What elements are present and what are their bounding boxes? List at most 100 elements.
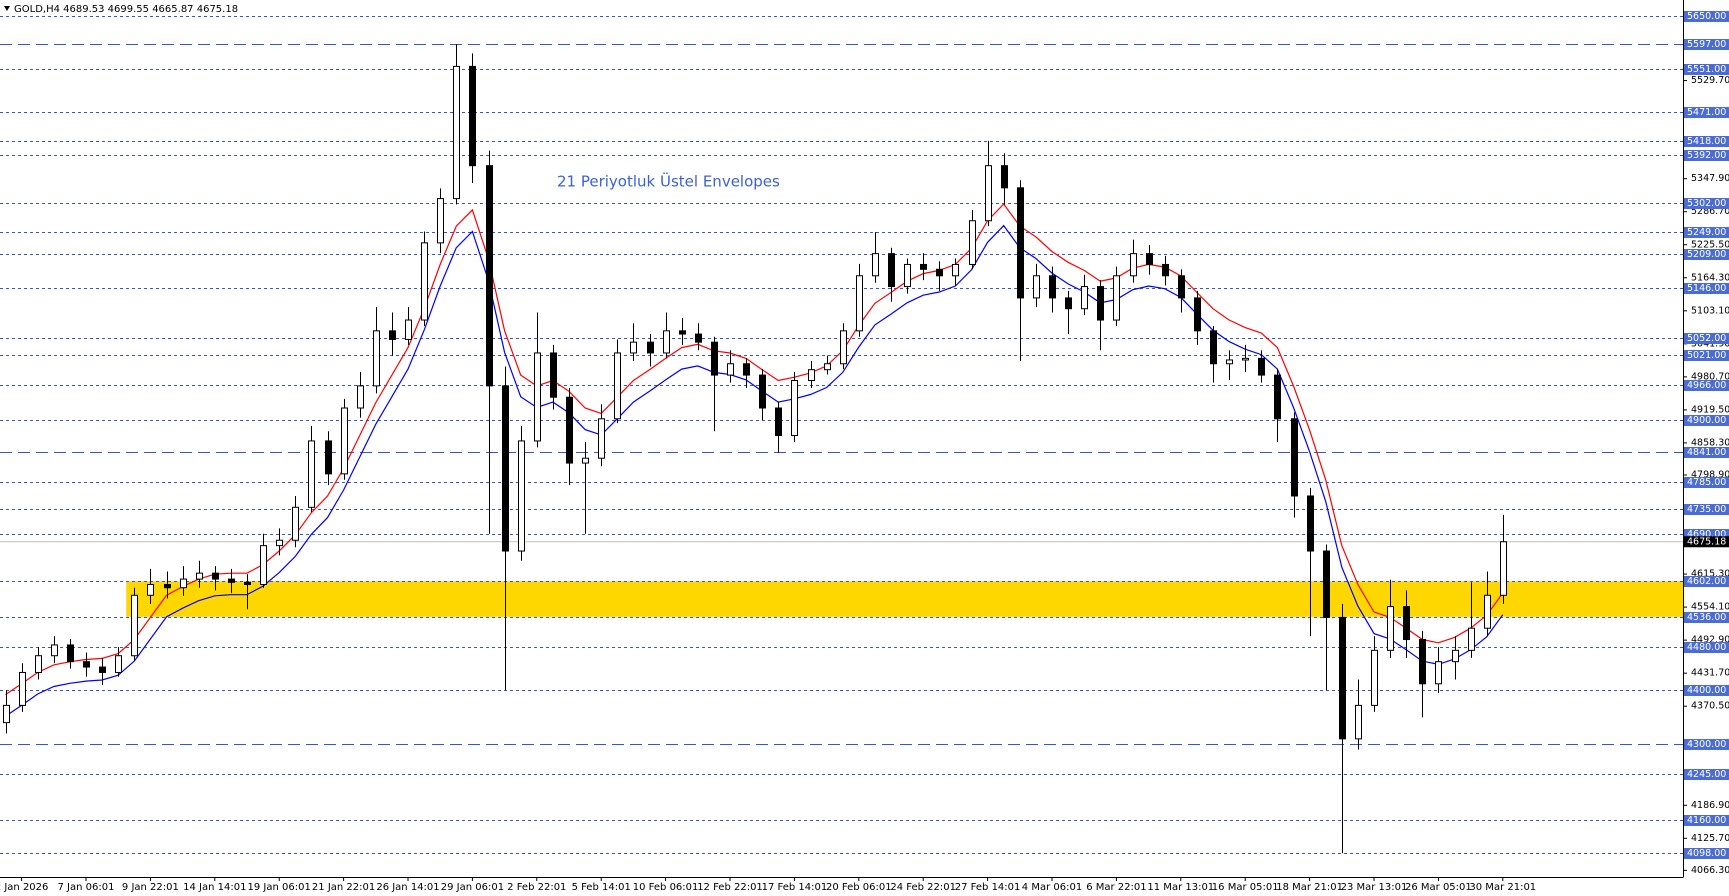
candle-body (614, 352, 621, 420)
candle-body (904, 263, 911, 288)
candle-body (534, 352, 541, 442)
candle-body (630, 341, 637, 354)
candle-body (824, 363, 831, 371)
x-tick-label: 18 Mar 21:01 (1276, 882, 1343, 893)
candle-body (486, 165, 493, 387)
level-label-box (1684, 739, 1729, 750)
candle-body (791, 379, 798, 437)
candle-body (115, 655, 122, 673)
level-label-box (1684, 504, 1729, 515)
zone-layer (126, 581, 1683, 617)
candle-body (1323, 550, 1330, 618)
y-tick-label: 5286.70 (1691, 206, 1729, 217)
level-label: 4900.00 (1687, 415, 1726, 426)
x-tick-label: 26 Mar 05:01 (1405, 882, 1472, 893)
level-label-box (1684, 529, 1729, 540)
envelope-line (5, 203, 1504, 696)
level-label: 4602.00 (1687, 576, 1726, 587)
candle-body (1049, 275, 1056, 299)
x-tick-label: 7 Jan 06:01 (58, 882, 115, 893)
candle-body (1419, 639, 1426, 685)
candle-body (727, 363, 734, 376)
x-tick-label: 4 Mar 06:01 (1022, 882, 1082, 893)
level-label: 4785.00 (1687, 477, 1726, 488)
level-label-box (1684, 198, 1729, 209)
candle-body (985, 165, 992, 222)
candle-body (164, 583, 171, 589)
candle-body (325, 440, 332, 475)
candle-body (341, 407, 348, 475)
candle-body (888, 253, 895, 288)
candle-body (437, 198, 444, 244)
level-label: 5392.00 (1687, 150, 1726, 161)
level-label: 4245.00 (1687, 769, 1726, 780)
y-tick-label: 4431.70 (1691, 668, 1729, 679)
y-tick-label: 4798.90 (1691, 469, 1729, 480)
candle-body (67, 644, 74, 663)
x-tick-label: 5 Feb 14:01 (572, 882, 631, 893)
level-label-box (1684, 11, 1729, 22)
candle-body (228, 578, 235, 583)
candle-body (1113, 275, 1120, 321)
x-tick-label: 23 Mar 13:01 (1341, 882, 1408, 893)
x-tick-label: 2 Feb 22:01 (507, 882, 566, 893)
level-label: 4690.00 (1687, 529, 1726, 540)
level-label-box (1684, 39, 1729, 50)
candle-body (244, 581, 251, 585)
annotation: 21 Periyotluk Üstel Envelopes (557, 172, 780, 191)
candle-body (1387, 606, 1394, 651)
level-label-box (1684, 415, 1729, 426)
candle-body (518, 440, 525, 552)
candle-body (920, 263, 927, 270)
x-tick-label: 24 Feb 22:01 (890, 882, 956, 893)
y-tick-label: 4858.30 (1691, 437, 1729, 448)
candle-body (1033, 275, 1040, 299)
candle-body (502, 385, 509, 552)
candle-body (1291, 418, 1298, 497)
candle-body (357, 385, 364, 409)
x-tick-label: 10 Feb 06:01 (633, 882, 699, 893)
candle-body (711, 341, 718, 376)
x-tick-label: 12 Feb 22:01 (697, 882, 763, 893)
candle-body (3, 704, 10, 724)
candle-body (51, 644, 58, 657)
envelope-layer (5, 203, 1504, 717)
candle-body (550, 352, 557, 398)
current-price-label: 4675.18 (1687, 536, 1726, 547)
candle-body (1194, 297, 1201, 332)
level-label-box (1684, 769, 1729, 780)
candle-body (1162, 263, 1169, 277)
candle-body (421, 242, 428, 321)
level-label: 5471.00 (1687, 107, 1726, 118)
level-label: 5597.00 (1687, 39, 1726, 50)
level-label-box (1684, 477, 1729, 488)
candle-body (840, 330, 847, 365)
candle-body (663, 330, 670, 354)
level-label-box (1684, 848, 1729, 859)
x-tick-label: 27 Feb 14:01 (955, 882, 1021, 893)
candle-body (759, 374, 766, 409)
candle-body (1500, 541, 1507, 596)
candle-body (1355, 704, 1362, 740)
candle-body (936, 268, 943, 277)
level-label-box (1684, 283, 1729, 294)
level-label-box (1684, 612, 1729, 623)
candle-body (1081, 286, 1088, 310)
candle-body (1307, 495, 1314, 552)
y-tick-label: 5347.90 (1691, 173, 1729, 184)
x-tick-label: 19 Jan 06:01 (248, 882, 311, 893)
y-tick-label: 5225.50 (1691, 239, 1729, 250)
level-label-box (1684, 815, 1729, 826)
candle-body (679, 330, 686, 335)
menu-triangle (4, 6, 10, 11)
level-label: 4098.00 (1687, 848, 1726, 859)
candle-body (1001, 165, 1008, 189)
level-label: 5146.00 (1687, 283, 1726, 294)
y-tick-label: 5529.70 (1691, 75, 1729, 86)
level-label: 5650.00 (1687, 11, 1726, 22)
x-tick-label: 16 Mar 05:01 (1212, 882, 1279, 893)
level-label: 5249.00 (1687, 227, 1726, 238)
y-tick-label: 4125.70 (1691, 833, 1729, 844)
candle-body (808, 369, 815, 381)
